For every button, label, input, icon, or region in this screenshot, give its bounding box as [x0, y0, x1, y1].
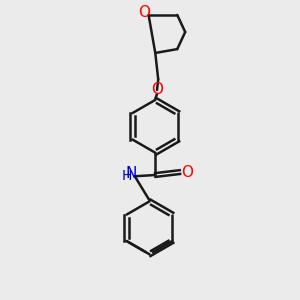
- Text: O: O: [151, 82, 163, 98]
- Text: H: H: [122, 169, 132, 183]
- Text: N: N: [125, 166, 136, 181]
- Text: O: O: [139, 4, 151, 20]
- Text: O: O: [182, 165, 194, 180]
